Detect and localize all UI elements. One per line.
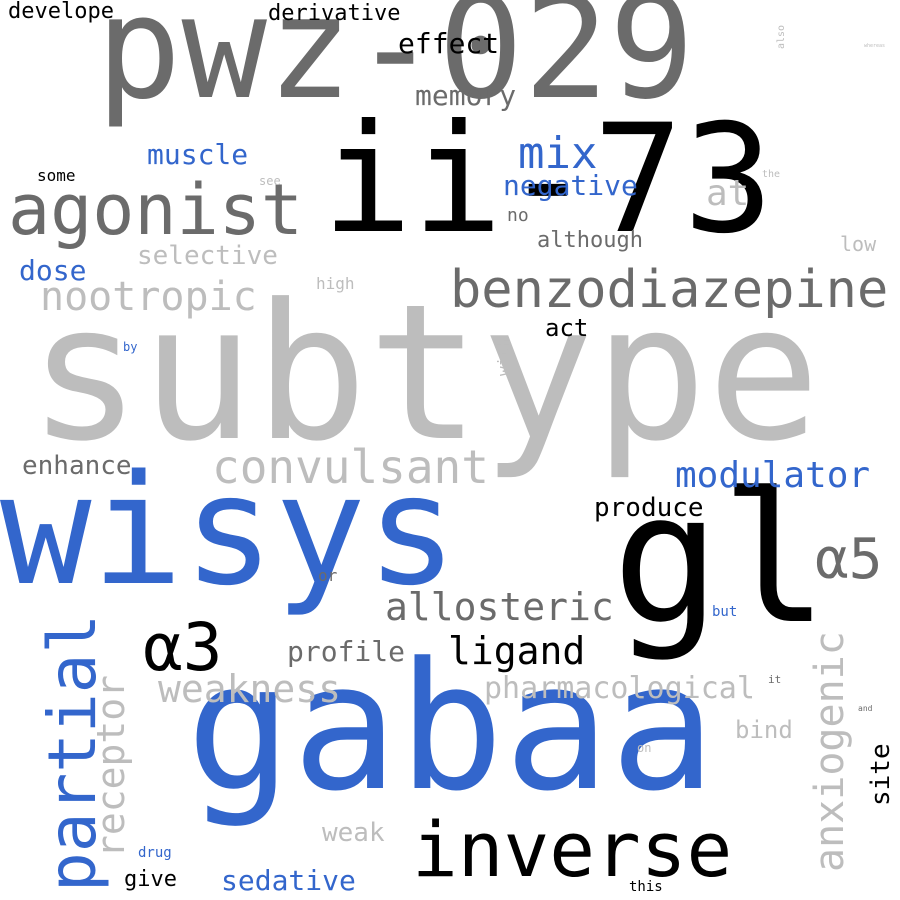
word-some: some — [37, 166, 76, 185]
word-weakness: weakness — [158, 667, 342, 711]
word-the: the — [762, 169, 781, 180]
word-nootropic: nootropic — [40, 274, 257, 320]
word-pharmacological: pharmacological — [484, 671, 755, 706]
word-agonist: agonist — [8, 169, 304, 251]
word-inverse: inverse — [412, 805, 733, 894]
word-this: this — [629, 879, 663, 895]
word-by: by — [123, 340, 138, 354]
word-ligand: ligand — [448, 629, 586, 673]
word-dose: dose — [19, 254, 87, 287]
word-no: no — [507, 205, 529, 226]
word-muscle: muscle — [147, 138, 249, 171]
word-derivative: derivative — [268, 1, 401, 26]
word-gabaa: gabaa — [186, 625, 716, 830]
word-and: and — [858, 704, 873, 713]
word-or: or — [318, 566, 338, 585]
word-anxiogenic: anxiogenic — [807, 631, 853, 872]
word-alpha3: α3 — [143, 609, 223, 686]
word-site: site — [866, 743, 896, 806]
word-high: high — [316, 274, 355, 293]
word-produce: produce — [594, 493, 704, 523]
word-whereas: whereas — [864, 43, 886, 49]
word-mix: mix — [518, 128, 598, 179]
word-gl: gl — [612, 455, 829, 664]
word-benzodiazepine: benzodiazepine — [450, 260, 889, 320]
word-develope: develope — [8, 0, 114, 24]
word-see: see — [259, 174, 281, 188]
word-subtype: subtype — [28, 264, 821, 483]
word-ii73: ii-73 — [322, 93, 774, 267]
word-negative: negative — [503, 169, 638, 202]
word-weak: weak — [322, 818, 385, 848]
word-effect: effect — [398, 27, 500, 60]
word-bind: bind — [735, 716, 793, 744]
word-although: although — [537, 228, 643, 253]
word-also: also — [776, 24, 787, 49]
word-modulator: modulator — [675, 455, 871, 496]
word-alpha5: α5 — [815, 527, 883, 592]
word-on: on — [637, 741, 652, 755]
word-low: low — [840, 232, 877, 256]
word-pwz029: pwz-029 — [96, 0, 695, 131]
word-give: give — [124, 867, 177, 892]
word-profile: profile — [287, 635, 406, 668]
word-allosteric: allosteric — [385, 585, 614, 629]
word-memory: memory — [415, 79, 517, 112]
word-it: it — [768, 673, 782, 686]
word-convulsant: convulsant — [212, 440, 489, 494]
word-selective: selective — [137, 241, 278, 271]
word-with: with — [494, 337, 513, 376]
word-act: act — [545, 314, 589, 342]
word-enhance: enhance — [22, 451, 132, 481]
word-wisys: wisys — [0, 442, 458, 619]
word-receptor: receptor — [89, 674, 133, 858]
word-drug: drug — [138, 845, 172, 861]
word-sedative: sedative — [221, 864, 356, 897]
word-at: at — [706, 173, 750, 214]
word-but: but — [712, 604, 738, 620]
